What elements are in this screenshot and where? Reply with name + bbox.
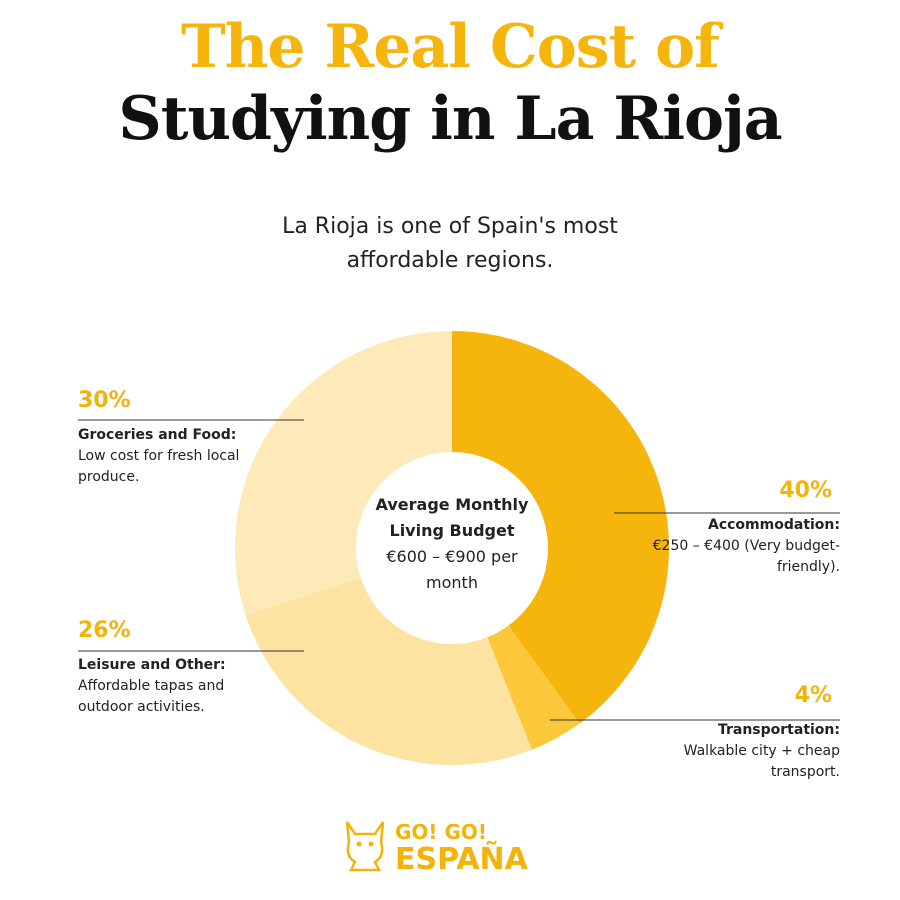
category-label: Transportation: <box>717 722 840 738</box>
description: Affordable tapas and outdoor activities. <box>78 678 225 715</box>
subtitle: La Rioja is one of Spain's most affordab… <box>282 214 618 273</box>
value-label: 30% <box>78 388 131 413</box>
category-label: Leisure and Other: <box>78 657 226 673</box>
center-text: €600 – €900 per month <box>386 547 518 592</box>
value-label: 4% <box>794 683 832 708</box>
slice-label: 40% Accommodation: €250 – €400 (Very budge… <box>640 480 840 578</box>
center-label: Average Monthly Living Budget €600 – €90… <box>362 492 542 596</box>
slice-label: 30% Groceries and Food: Low cost for fresh… <box>78 390 278 488</box>
slice-label: 26% Leisure and Other: Affordable tapas an… <box>78 620 278 718</box>
slice-label: 4% Transportation: Walkable city + cheap t… <box>640 685 840 783</box>
pie-slice <box>452 331 670 724</box>
pie-slice <box>245 577 532 765</box>
value-label: 26% <box>78 618 131 643</box>
title-line2: Studying in La Rioja <box>118 84 782 154</box>
logo-bottom: ESPAÑA <box>395 842 528 877</box>
description: Walkable city + cheap transport. <box>683 743 840 780</box>
title: The Real Cost of <box>181 12 720 82</box>
description: Low cost for fresh local produce. <box>78 448 240 485</box>
value-label: 40% <box>779 478 832 503</box>
logo-top: GO! GO! <box>395 820 488 844</box>
category-label: Groceries and Food: <box>78 427 237 443</box>
category-label: Accommodation: <box>708 517 840 533</box>
pie-slice <box>234 331 452 616</box>
description: €250 – €400 (Very budget-friendly). <box>652 538 840 575</box>
logo-mascot <box>345 821 385 872</box>
pie-slice <box>487 625 580 750</box>
center-title: Average Monthly Living Budget <box>375 495 529 540</box>
